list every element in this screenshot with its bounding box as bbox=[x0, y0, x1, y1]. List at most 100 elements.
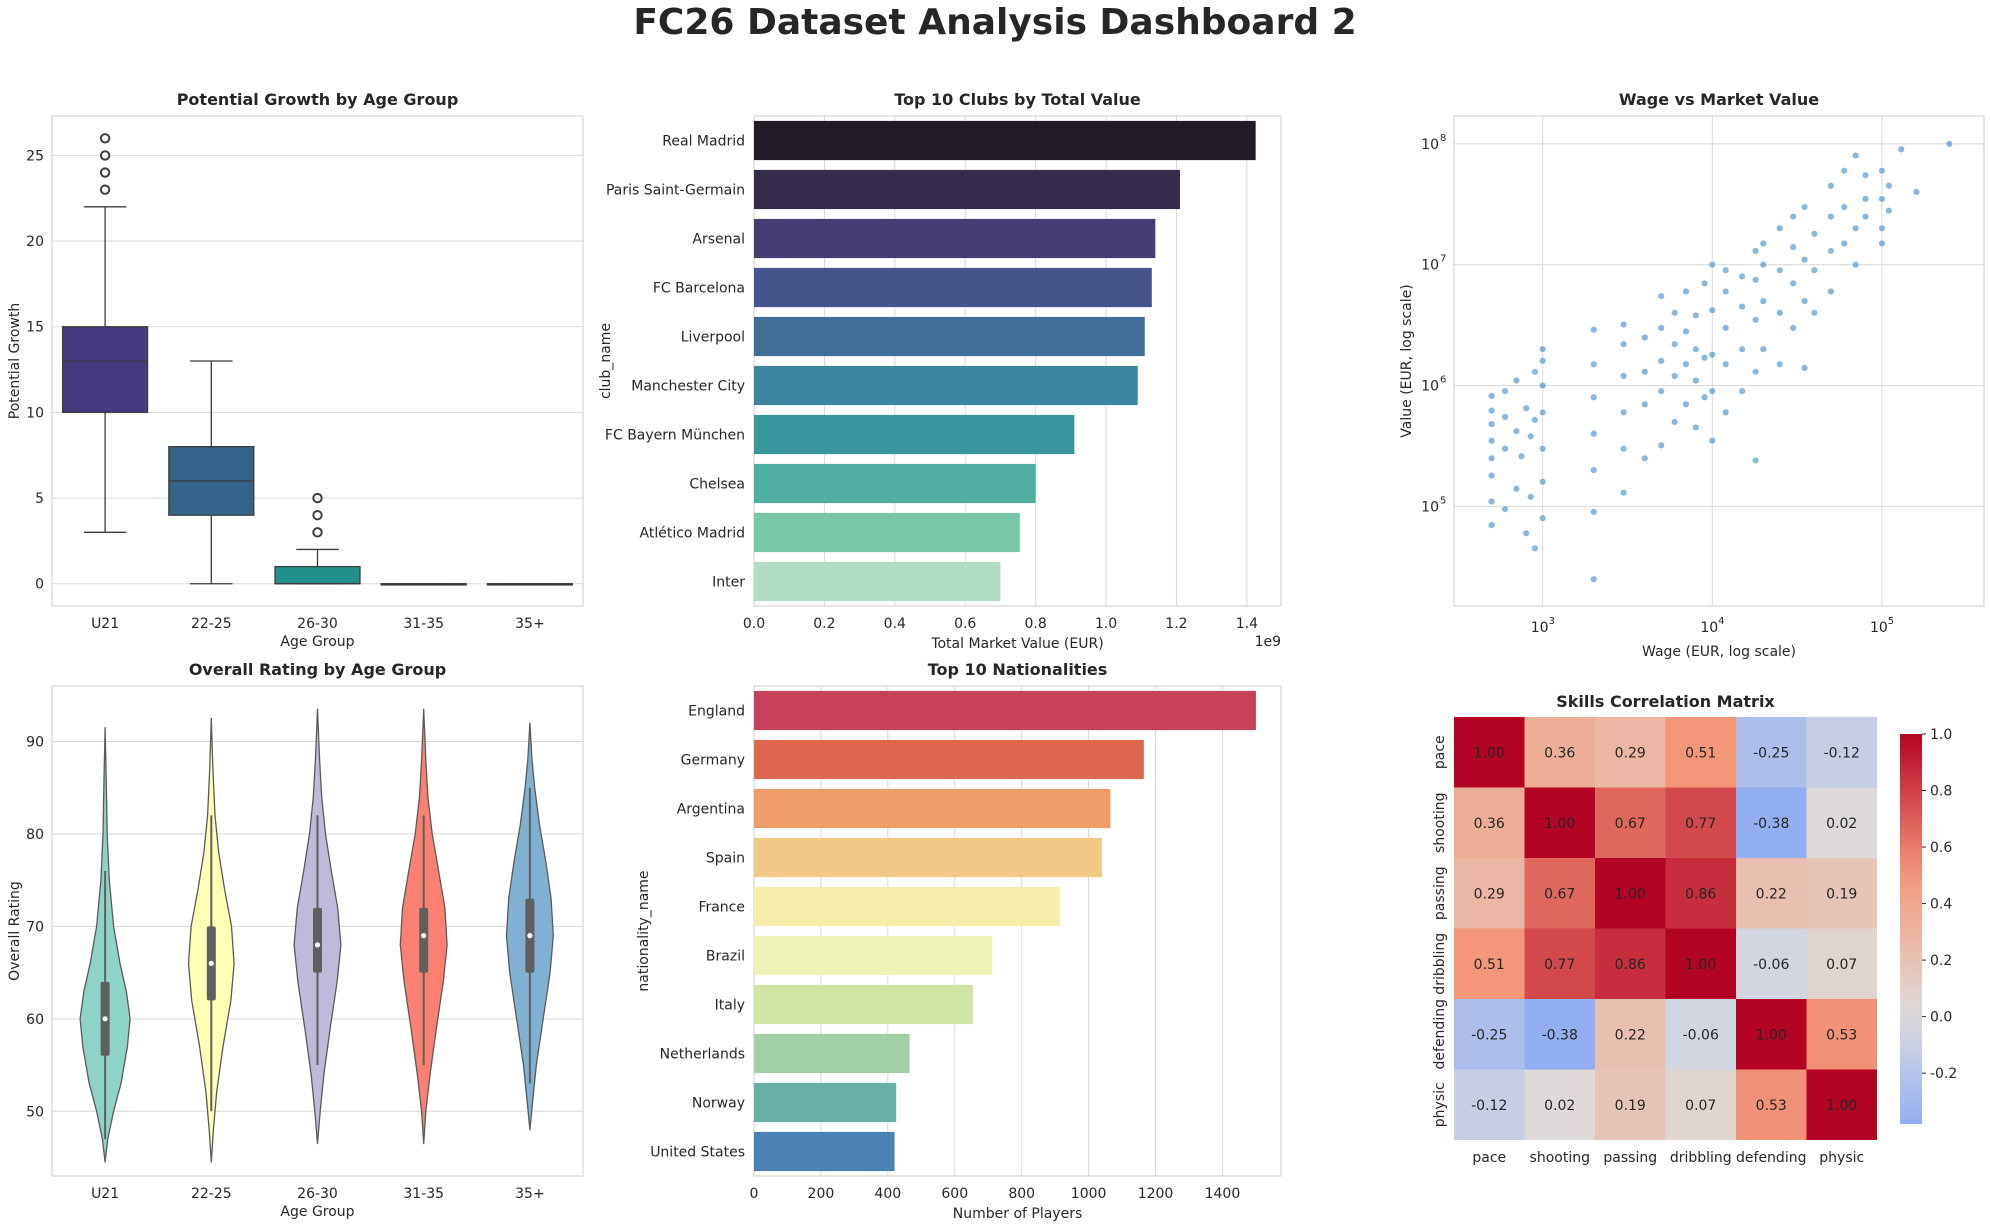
scatter-point bbox=[1800, 364, 1809, 372]
heatmap-cell bbox=[1524, 999, 1595, 1070]
growth-box bbox=[486, 583, 574, 586]
heatmap-cell-value: 1.00 bbox=[1615, 886, 1646, 902]
violin-plot-frame bbox=[51, 685, 584, 1177]
scatter-point bbox=[1512, 376, 1521, 385]
nation-ytick-label: Italy bbox=[715, 998, 745, 1014]
heatmap-cell bbox=[1454, 1069, 1525, 1140]
scatter-point bbox=[1517, 452, 1526, 460]
heatmap-cell bbox=[1806, 928, 1877, 999]
scatter-point bbox=[1708, 387, 1716, 395]
heatmap-cell bbox=[1665, 787, 1736, 858]
scatter-point bbox=[1538, 445, 1547, 453]
violin-title: Overall Rating by Age Group bbox=[189, 660, 446, 679]
heatmap-cell-value: 0.86 bbox=[1685, 886, 1716, 902]
scatter-point bbox=[1840, 239, 1848, 248]
scatter-point bbox=[1657, 292, 1665, 300]
scatter-point bbox=[1682, 360, 1690, 368]
scatter-point bbox=[1738, 345, 1746, 353]
violin-ytick-label: 50 bbox=[26, 1104, 44, 1120]
heatmap-cell-value: 1.00 bbox=[1685, 957, 1716, 973]
scatter-point bbox=[1789, 243, 1797, 251]
clubs-xtick-label: 0.6 bbox=[954, 616, 976, 632]
heatmap-cell-value: 0.51 bbox=[1685, 745, 1716, 761]
heatmap-xtick-label: dribbling bbox=[1670, 1150, 1732, 1166]
scatter-point bbox=[1682, 287, 1690, 296]
scatter-point bbox=[1692, 345, 1700, 353]
heatmap-ytick-label: passing bbox=[1432, 866, 1448, 920]
heatmap-cell bbox=[1595, 717, 1666, 788]
heatmap-cell bbox=[1595, 1069, 1666, 1140]
violin-median bbox=[314, 942, 321, 948]
growth-ytick-label: 25 bbox=[26, 148, 44, 164]
scatter-xlabel: Wage (EUR, log scale) bbox=[1642, 644, 1796, 660]
dashboard-title: FC26 Dataset Analysis Dashboard 2 bbox=[633, 2, 1357, 43]
heatmap-cell bbox=[1736, 858, 1807, 929]
scatter-ytick-label: 10 bbox=[1421, 258, 1439, 274]
scatter-point bbox=[1657, 387, 1665, 395]
heatmap-xtick-label: physic bbox=[1819, 1150, 1864, 1166]
heatmap-cell-value: 0.07 bbox=[1826, 957, 1857, 973]
clubs-bar bbox=[754, 463, 1036, 504]
scatter-point bbox=[1522, 529, 1530, 537]
scatter-ytick-label: 10 bbox=[1421, 379, 1439, 395]
scatter-point bbox=[1840, 166, 1848, 175]
heatmap-cell bbox=[1524, 787, 1595, 858]
heatmap-ytick-label: physic bbox=[1432, 1082, 1448, 1127]
clubs-bar bbox=[754, 267, 1152, 308]
scatter-point bbox=[1722, 408, 1730, 417]
scatter-point bbox=[1800, 203, 1809, 211]
scatter-point bbox=[1776, 309, 1784, 317]
heatmap-cell-value: 0.86 bbox=[1615, 957, 1646, 973]
scatter-point bbox=[1641, 333, 1649, 342]
clubs-ytick-label: FC Barcelona bbox=[653, 281, 745, 297]
growth-xtick-label: 35+ bbox=[515, 616, 545, 632]
nation-bar bbox=[754, 935, 993, 976]
heatmap-cell bbox=[1595, 928, 1666, 999]
scatter-point bbox=[1708, 436, 1716, 445]
clubs-ylabel: club_name bbox=[598, 323, 614, 399]
nation-xtick-label: 400 bbox=[874, 1186, 901, 1202]
scatter-point bbox=[1522, 404, 1530, 412]
scatter-point bbox=[1759, 239, 1768, 248]
violin-iqr bbox=[313, 907, 322, 973]
heatmap-cell bbox=[1736, 1069, 1807, 1140]
clubs-bar bbox=[754, 365, 1138, 406]
scatter-point bbox=[1861, 212, 1870, 221]
scatter-point bbox=[1897, 145, 1905, 154]
nation-ytick-label: Argentina bbox=[677, 802, 745, 818]
scatter-point bbox=[1810, 266, 1819, 274]
colorbar-tick-label: 0.0 bbox=[1930, 1010, 1952, 1026]
scatter-point bbox=[1885, 182, 1893, 190]
scatter-point bbox=[1619, 408, 1628, 417]
heatmap-ytick-label: dribbling bbox=[1432, 933, 1448, 995]
scatter-point bbox=[1501, 505, 1509, 513]
growth-ylabel: Potential Growth bbox=[7, 303, 23, 419]
scatter-point bbox=[1641, 368, 1649, 376]
scatter-point bbox=[1641, 454, 1649, 463]
violin-iqr bbox=[419, 907, 429, 973]
heatmap-cell-value: 0.07 bbox=[1685, 1098, 1716, 1114]
violin-xtick-label: 26-30 bbox=[297, 1186, 338, 1202]
heatmap-cell-value: 0.19 bbox=[1826, 886, 1857, 902]
violin-xtick-label: 22-25 bbox=[191, 1186, 232, 1202]
scatter-point bbox=[1759, 297, 1768, 305]
heatmap-cell bbox=[1665, 928, 1736, 999]
clubs-ytick-label: Manchester City bbox=[631, 379, 745, 395]
scatter-point bbox=[1878, 224, 1886, 233]
clubs-ytick-label: Real Madrid bbox=[662, 134, 745, 150]
scatter-point bbox=[1531, 368, 1539, 376]
heatmap-cell-value: 0.53 bbox=[1756, 1098, 1787, 1114]
scatter-point bbox=[1885, 206, 1893, 215]
scatter-point bbox=[1538, 345, 1547, 353]
scatter-point bbox=[1789, 212, 1797, 221]
scatter-point bbox=[1700, 354, 1709, 362]
violin-xtick-label: U21 bbox=[91, 1186, 119, 1202]
growth-xtick-label: 22-25 bbox=[191, 616, 232, 632]
clubs-bar bbox=[754, 120, 1256, 161]
scatter-point bbox=[1657, 324, 1665, 332]
scatter-point bbox=[1738, 272, 1746, 281]
scatter-point bbox=[1501, 413, 1509, 421]
scatter-point bbox=[1912, 188, 1921, 196]
scatter-point bbox=[1670, 372, 1679, 380]
heatmap-cell-value: 0.67 bbox=[1544, 886, 1575, 902]
